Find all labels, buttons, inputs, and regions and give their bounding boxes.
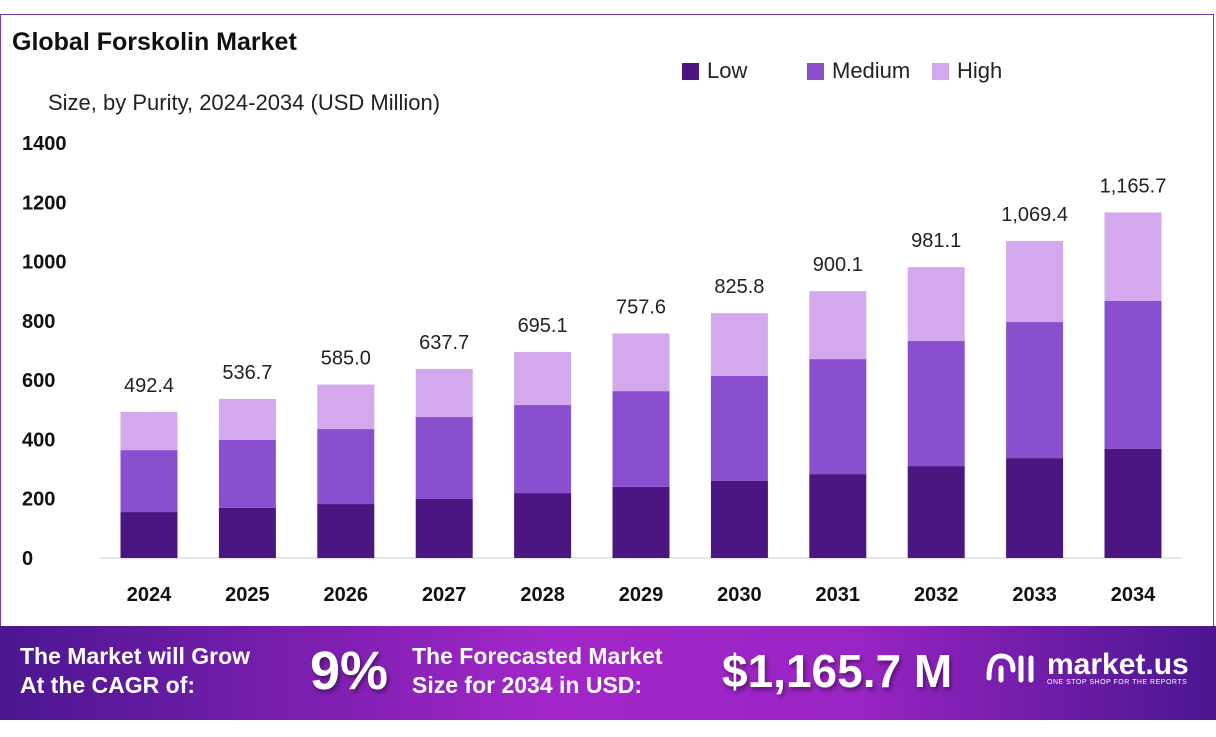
x-tick-label: 2024 <box>127 584 172 606</box>
bar-high-2034 <box>1104 212 1162 301</box>
legend-item-medium: Medium <box>807 58 932 84</box>
bar-high-2028 <box>514 351 572 406</box>
data-label-2033: 1,069.4 <box>1001 204 1068 226</box>
bar-low-2024 <box>120 512 178 558</box>
data-label-2032: 981.1 <box>911 230 961 252</box>
legend-swatch <box>807 62 824 80</box>
bar-low-2030 <box>710 480 768 558</box>
data-label-2034: 1,165.7 <box>1100 175 1167 197</box>
legend-item-high: High <box>932 58 1057 84</box>
legend: Low Medium High <box>682 58 1057 84</box>
bar-medium-2034 <box>1104 300 1162 449</box>
bar-low-2033 <box>1006 458 1064 558</box>
x-tick-label: 2029 <box>619 584 664 606</box>
x-tick-label: 2031 <box>816 584 861 606</box>
chart-plot: 0 200 400 600 800 1000 1200 1400 492.4 2024 536.7 2… <box>22 133 1182 606</box>
data-label-2028: 695.1 <box>518 315 568 337</box>
bar-high-2024 <box>120 412 178 451</box>
bar-medium-2029 <box>612 391 670 487</box>
bar-high-2033 <box>1006 240 1064 323</box>
x-tick-label: 2033 <box>1012 584 1057 606</box>
bar-medium-2027 <box>415 416 473 500</box>
chart-subtitle: Size, by Purity, 2024-2034 (USD Million) <box>48 90 441 115</box>
legend-item-low: Low <box>682 58 807 84</box>
logo-icon <box>986 653 1034 683</box>
x-tick-label: 2025 <box>225 584 270 606</box>
data-label-2027: 637.7 <box>419 332 469 354</box>
x-tick-label: 2027 <box>422 584 467 606</box>
bar-medium-2028 <box>514 405 572 494</box>
y-tick-label: 400 <box>22 429 55 451</box>
cagr-value: 9% <box>310 641 389 701</box>
bar-high-2029 <box>612 333 670 392</box>
y-tick-label: 1200 <box>22 192 67 214</box>
y-tick-label: 1000 <box>22 252 67 274</box>
bar-medium-2024 <box>120 450 178 513</box>
bar-medium-2032 <box>907 341 965 467</box>
bar-low-2026 <box>317 504 375 558</box>
bar-low-2029 <box>612 486 670 558</box>
y-tick-label: 1400 <box>22 133 67 155</box>
x-tick-label: 2030 <box>717 584 762 606</box>
cagr-label: The Market will Grow At the CAGR of: <box>20 643 251 698</box>
bar-medium-2033 <box>1006 322 1064 459</box>
bar-medium-2030 <box>710 375 768 481</box>
bar-medium-2026 <box>317 429 375 505</box>
chart-frame <box>0 14 1214 626</box>
y-tick-label: 200 <box>22 489 55 511</box>
y-tick-label: 0 <box>22 548 33 570</box>
legend-swatch <box>682 62 699 80</box>
bar-low-2025 <box>218 507 276 558</box>
bar-low-2027 <box>415 499 473 558</box>
bar-low-2028 <box>514 493 572 558</box>
footer-banner: The Market will Grow At the CAGR of: 9% T… <box>0 626 1216 720</box>
data-label-2031: 900.1 <box>813 254 863 276</box>
bar-high-2031 <box>809 291 867 360</box>
data-label-2030: 825.8 <box>714 276 764 298</box>
y-tick-label: 800 <box>22 311 55 333</box>
data-label-2026: 585.0 <box>321 348 371 370</box>
forecast-label: The Forecasted Market Size for 2034 in US… <box>412 643 663 698</box>
x-tick-label: 2034 <box>1111 584 1156 606</box>
bar-low-2034 <box>1104 448 1162 558</box>
x-tick-label: 2028 <box>520 584 565 606</box>
market-us-logo: market.us ONE STOP SHOP FOR THE REPORTS <box>985 649 1189 686</box>
bar-high-2032 <box>907 267 965 342</box>
data-label-2024: 492.4 <box>124 375 174 397</box>
bar-low-2032 <box>907 466 965 558</box>
chart-title: Global Forskolin Market <box>12 28 297 56</box>
bar-high-2027 <box>415 368 473 417</box>
bar-high-2025 <box>218 398 276 441</box>
bar-low-2031 <box>809 474 867 558</box>
bar-high-2030 <box>710 313 768 376</box>
y-tick-label: 600 <box>22 370 55 392</box>
bar-medium-2031 <box>809 359 867 475</box>
forecast-value: $1,165.7 M <box>722 645 953 697</box>
legend-swatch <box>932 62 949 80</box>
bar-high-2026 <box>317 384 375 430</box>
bar-medium-2025 <box>218 440 276 508</box>
data-label-2025: 536.7 <box>222 362 272 384</box>
x-tick-label: 2026 <box>324 584 369 606</box>
data-label-2029: 757.6 <box>616 296 666 318</box>
x-tick-label: 2032 <box>914 584 959 606</box>
